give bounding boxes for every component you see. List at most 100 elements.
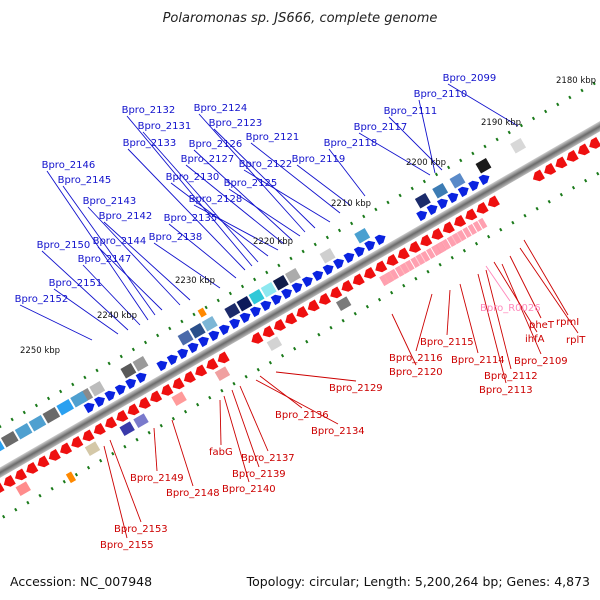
reverse-gene-arrow[interactable] (587, 137, 600, 151)
gene-label-bpro-2134[interactable]: Bpro_2134 (311, 426, 365, 437)
reverse-gene-arrow[interactable] (215, 351, 230, 366)
reverse-gene-arrow[interactable] (148, 390, 163, 405)
gene-label-bpro-r0026[interactable]: Bpro_R0026 (480, 303, 541, 314)
reverse-gene-arrow[interactable] (80, 429, 95, 444)
reverse-gene-arrow[interactable] (407, 241, 422, 255)
gene-label-bpro-2132[interactable]: Bpro_2132 (122, 105, 176, 116)
reverse-gene-arrow[interactable] (350, 273, 365, 288)
reverse-gene-arrow[interactable] (91, 423, 106, 437)
gene-label-bpro-2121[interactable]: Bpro_2121 (246, 132, 300, 143)
gene-label-bpro-2110[interactable]: Bpro_2110 (414, 89, 468, 100)
reverse-gene-arrow[interactable] (373, 260, 388, 275)
gene-label-bpro-2139[interactable]: Bpro_2139 (232, 469, 286, 480)
forward-gene-arrow[interactable] (457, 184, 471, 198)
forward-gene-arrow[interactable] (249, 304, 263, 318)
forward-gene-arrow[interactable] (436, 196, 450, 210)
reverse-gene-arrow[interactable] (384, 254, 399, 268)
gene-label-bpro-2113[interactable]: Bpro_2113 (479, 385, 533, 396)
gene-label-bpro-2115[interactable]: Bpro_2115 (420, 337, 474, 348)
gene-label-bpro-2144[interactable]: Bpro_2144 (93, 236, 147, 247)
forward-gene-arrow[interactable] (301, 274, 315, 288)
gene-label-bpro-2135[interactable]: Bpro_2135 (164, 213, 218, 224)
gene-label-ihfa[interactable]: ihfA (525, 334, 545, 345)
reverse-gene-arrow[interactable] (0, 481, 5, 496)
gene-label-bpro-2153[interactable]: Bpro_2153 (114, 524, 168, 535)
forward-gene-arrow[interactable] (416, 208, 429, 222)
reverse-gene-arrow[interactable] (463, 208, 478, 223)
gene-label-bpro-2116[interactable]: Bpro_2116 (389, 353, 443, 364)
gene-label-bpro-2123[interactable]: Bpro_2123 (209, 118, 263, 129)
reverse-gene-arrow[interactable] (193, 364, 208, 379)
gene-label-bpro-2136[interactable]: Bpro_2136 (275, 410, 329, 421)
reverse-gene-arrow[interactable] (125, 403, 140, 418)
gene-label-bpro-2114[interactable]: Bpro_2114 (451, 355, 505, 366)
reverse-gene-arrow[interactable] (395, 247, 410, 262)
forward-gene-arrow[interactable] (322, 262, 336, 276)
reverse-gene-arrow[interactable] (170, 377, 185, 392)
forward-gene-arrow[interactable] (94, 394, 107, 408)
forward-gene-arrow[interactable] (187, 340, 201, 354)
forward-gene-arrow[interactable] (218, 322, 232, 336)
gene-label-bpro-2128[interactable]: Bpro_2128 (189, 194, 243, 205)
reverse-gene-arrow[interactable] (328, 286, 343, 301)
reverse-gene-arrow[interactable] (283, 312, 298, 327)
reverse-gene-arrow[interactable] (260, 325, 275, 340)
forward-gene-arrow[interactable] (229, 316, 242, 330)
reverse-gene-arrow[interactable] (339, 280, 354, 294)
reverse-gene-arrow[interactable] (159, 384, 174, 398)
reverse-gene-arrow[interactable] (440, 221, 455, 236)
reverse-gene-arrow[interactable] (271, 319, 286, 333)
forward-gene-arrow[interactable] (104, 388, 117, 402)
forward-gene-arrow[interactable] (447, 190, 460, 204)
reverse-gene-arrow[interactable] (474, 202, 489, 216)
gene-label-bpro-2120[interactable]: Bpro_2120 (389, 367, 443, 378)
reverse-gene-arrow[interactable] (1, 475, 16, 489)
gene-label-bpro-2129[interactable]: Bpro_2129 (329, 383, 383, 394)
gene-label-bpro-2117[interactable]: Bpro_2117 (354, 122, 408, 133)
gene-label-bpro-2145[interactable]: Bpro_2145 (58, 175, 112, 186)
gene-label-bpro-2124[interactable]: Bpro_2124 (194, 103, 248, 114)
forward-gene-arrow[interactable] (166, 352, 180, 366)
reverse-gene-arrow[interactable] (305, 299, 320, 314)
forward-gene-arrow[interactable] (353, 244, 367, 258)
reverse-gene-arrow[interactable] (564, 150, 579, 164)
gene-label-rplt[interactable]: rplT (566, 335, 586, 346)
gene-label-fabg[interactable]: fabG (209, 447, 233, 458)
reverse-gene-arrow[interactable] (103, 416, 118, 431)
gene-label-rpmi[interactable]: rpmI (556, 317, 579, 328)
forward-gene-arrow[interactable] (270, 292, 284, 306)
gene-label-bpro-2111[interactable]: Bpro_2111 (384, 106, 438, 117)
reverse-gene-arrow[interactable] (35, 455, 50, 470)
reverse-gene-arrow[interactable] (553, 156, 568, 171)
forward-gene-arrow[interactable] (312, 268, 325, 282)
gene-label-bpro-2125[interactable]: Bpro_2125 (224, 178, 278, 189)
gene-label-bpro-2131[interactable]: Bpro_2131 (138, 121, 192, 132)
forward-gene-arrow[interactable] (426, 202, 440, 216)
reverse-gene-arrow[interactable] (249, 332, 264, 346)
reverse-gene-arrow[interactable] (181, 371, 196, 385)
forward-gene-arrow[interactable] (291, 280, 305, 294)
gene-label-bpro-2152[interactable]: Bpro_2152 (15, 294, 69, 305)
gene-label-bpro-2112[interactable]: Bpro_2112 (484, 371, 538, 382)
gene-label-bpro-2122[interactable]: Bpro_2122 (239, 159, 293, 170)
gene-label-bpro-2155[interactable]: Bpro_2155 (100, 540, 154, 551)
forward-gene-arrow[interactable] (281, 286, 294, 300)
reverse-gene-arrow[interactable] (530, 169, 545, 184)
reverse-gene-arrow[interactable] (452, 215, 467, 229)
reverse-gene-arrow[interactable] (69, 436, 84, 450)
reverse-gene-arrow[interactable] (575, 143, 590, 158)
reverse-gene-arrow[interactable] (58, 442, 73, 457)
gene-label-bpro-2138[interactable]: Bpro_2138 (149, 232, 203, 243)
forward-gene-arrow[interactable] (156, 358, 169, 372)
gene-label-bpro-2142[interactable]: Bpro_2142 (99, 211, 153, 222)
gene-label-bpro-2146[interactable]: Bpro_2146 (42, 160, 96, 171)
gene-label-bpro-2099[interactable]: Bpro_2099 (443, 73, 497, 84)
gene-label-bpro-2126[interactable]: Bpro_2126 (189, 139, 243, 150)
forward-gene-arrow[interactable] (343, 250, 356, 264)
gene-label-bpro-2119[interactable]: Bpro_2119 (292, 154, 346, 165)
reverse-gene-arrow[interactable] (429, 228, 444, 242)
gene-label-bpro-2137[interactable]: Bpro_2137 (241, 453, 295, 464)
reverse-gene-arrow[interactable] (136, 397, 151, 411)
forward-gene-arrow[interactable] (208, 328, 221, 342)
gene-label-bpro-2133[interactable]: Bpro_2133 (123, 138, 177, 149)
